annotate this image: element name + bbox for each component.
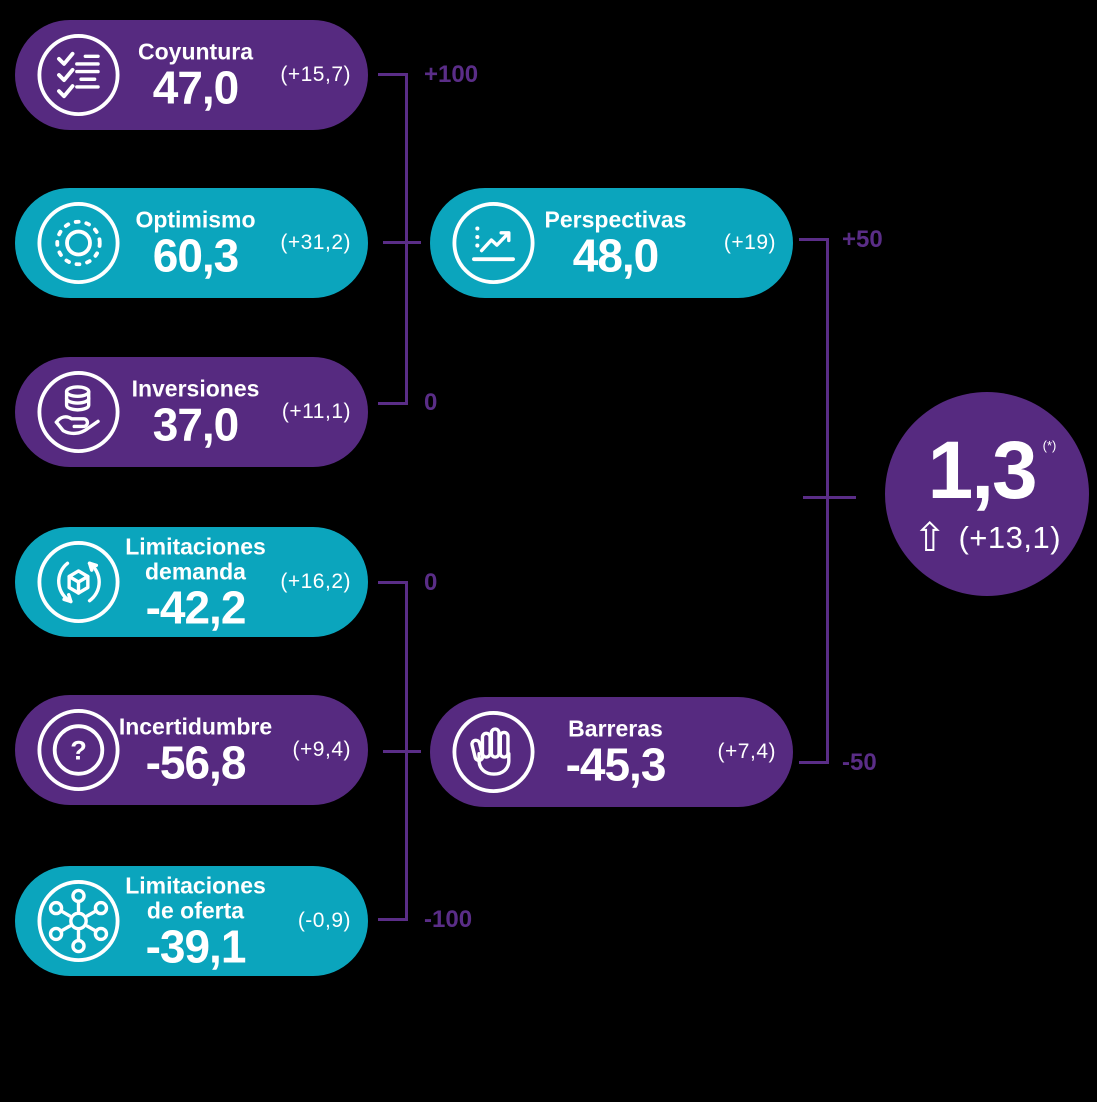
sun-icon xyxy=(36,201,121,286)
node-limitaciones-oferta: Limitaciones de oferta -39,1 (-0,9) xyxy=(15,866,368,976)
lower-scale-min-label: -100 xyxy=(424,906,473,933)
upper-bracket-top-tick xyxy=(378,73,408,76)
node-value: 48,0 xyxy=(572,229,660,282)
node-value: 37,0 xyxy=(152,398,240,451)
node-text: Incertidumbre -56,8 xyxy=(118,713,273,789)
lower-scale-max-label: 0 xyxy=(424,569,438,596)
node-text: Barreras -45,3 xyxy=(534,715,697,791)
result-value: 1,3 xyxy=(927,425,1038,516)
node-coyuntura: Coyuntura 47,0 (+15,7) xyxy=(15,20,368,130)
up-arrow-icon: ⇧ xyxy=(912,515,947,561)
result-footnote: (*) xyxy=(1042,438,1057,453)
node-text: Inversiones 37,0 xyxy=(119,375,272,451)
upper-bracket-mid-tick xyxy=(383,241,421,244)
result-change-row: ⇧ (+13,1) xyxy=(913,518,1061,558)
right-scale-min-label: -50 xyxy=(842,749,877,776)
result-change: (+13,1) xyxy=(958,520,1062,555)
node-value: 60,3 xyxy=(152,229,240,282)
right-bracket-line xyxy=(826,238,829,764)
trend-up-chart-icon xyxy=(451,201,536,286)
node-label: Limitaciones demanda xyxy=(125,533,266,585)
node-change: (+31,2) xyxy=(280,231,351,254)
node-text: Perspectivas 48,0 xyxy=(534,206,697,282)
node-text: Coyuntura 47,0 xyxy=(119,38,272,114)
node-text: Optimismo 60,3 xyxy=(119,206,272,282)
node-change: (+7,4) xyxy=(717,740,776,763)
right-scale-max-label: +50 xyxy=(842,226,883,253)
node-optimismo: Optimismo 60,3 (+31,2) xyxy=(15,188,368,298)
node-value: -45,3 xyxy=(565,738,667,791)
right-bracket-bottom-tick xyxy=(799,761,829,764)
result-node: 1,3 (*) ⇧ (+13,1) xyxy=(885,392,1089,596)
cycle-box-icon xyxy=(36,540,121,625)
node-change: (+16,2) xyxy=(280,570,351,593)
network-hub-icon xyxy=(36,879,121,964)
node-text: Limitaciones de oferta -39,1 xyxy=(119,872,272,972)
node-perspectivas: Perspectivas 48,0 (+19) xyxy=(430,188,793,298)
right-bracket-mid-tick xyxy=(803,496,856,499)
upper-scale-max-label: +100 xyxy=(424,61,479,88)
node-label: Perspectivas xyxy=(544,206,687,233)
node-label: Barreras xyxy=(568,715,663,742)
node-inversiones: Inversiones 37,0 (+11,1) xyxy=(15,357,368,467)
node-barreras: Barreras -45,3 (+7,4) xyxy=(430,697,793,807)
node-label: Coyuntura xyxy=(138,38,253,65)
node-label: Inversiones xyxy=(131,375,260,402)
upper-bracket-line xyxy=(405,73,408,405)
checklist-icon xyxy=(36,33,121,118)
node-label: Limitaciones de oferta xyxy=(125,872,266,924)
node-value: -56,8 xyxy=(145,736,247,789)
node-change: (+9,4) xyxy=(292,738,351,761)
lower-bracket-bottom-tick xyxy=(378,918,408,921)
node-value: 47,0 xyxy=(152,61,240,114)
node-change: (+15,7) xyxy=(280,63,351,86)
node-limitaciones-demanda: Limitaciones demanda -42,2 (+16,2) xyxy=(15,527,368,637)
upper-bracket-bottom-tick xyxy=(378,402,408,405)
node-incertidumbre: ? Incertidumbre -56,8 (+9,4) xyxy=(15,695,368,805)
node-label: Optimismo xyxy=(135,206,256,233)
question-mark-icon: ? xyxy=(36,708,121,793)
node-change: (-0,9) xyxy=(297,909,351,932)
question-glyph: ? xyxy=(70,734,87,765)
lower-bracket-mid-tick xyxy=(383,750,421,753)
lower-bracket-top-tick xyxy=(378,581,408,584)
node-text: Limitaciones demanda -42,2 xyxy=(119,533,272,633)
right-bracket-top-tick xyxy=(799,238,829,241)
node-value: -39,1 xyxy=(145,919,247,972)
node-label: Incertidumbre xyxy=(118,713,273,740)
node-change: (+11,1) xyxy=(281,400,351,423)
node-value: -42,2 xyxy=(145,580,247,633)
upper-scale-min-label: 0 xyxy=(424,389,438,416)
node-change: (+19) xyxy=(723,231,776,254)
stop-hand-icon xyxy=(451,710,536,795)
hand-coins-icon xyxy=(36,370,121,455)
result-value-row: 1,3 (*) xyxy=(928,430,1057,512)
